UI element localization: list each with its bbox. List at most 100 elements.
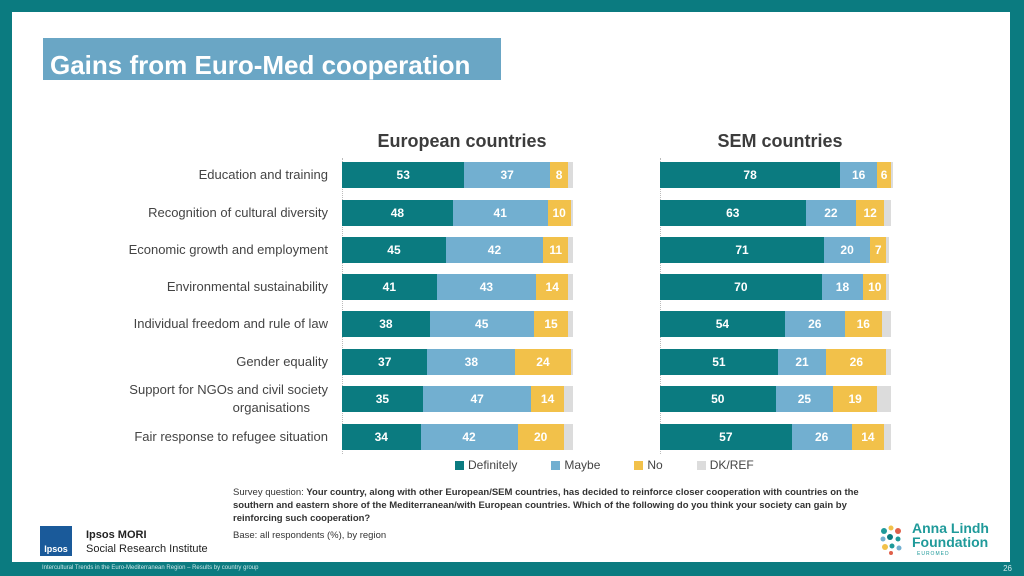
data-label: 43 bbox=[479, 280, 494, 294]
bar-segment-maybe: 25 bbox=[775, 386, 834, 412]
bar-segment-dkref bbox=[563, 424, 573, 450]
bar-segment-maybe: 37 bbox=[464, 162, 550, 188]
axis-line-sem bbox=[660, 158, 662, 454]
legend-label-maybe: Maybe bbox=[564, 458, 601, 472]
data-label: 6 bbox=[880, 168, 888, 182]
bar-segment-maybe: 47 bbox=[422, 386, 532, 412]
category-label-line: Environmental sustainability bbox=[166, 279, 328, 294]
data-label: 19 bbox=[848, 392, 862, 406]
sem-bar-row: 54 26 16 bbox=[660, 311, 891, 337]
data-label: 16 bbox=[851, 168, 866, 182]
bar-segment-dkref bbox=[570, 200, 573, 226]
bar-segment-dkref bbox=[884, 200, 891, 226]
bar-segment-no: 14 bbox=[536, 274, 569, 300]
data-label: 24 bbox=[536, 355, 550, 369]
ipsos-name: Ipsos MORI Social Research Institute bbox=[86, 528, 208, 556]
bar-segment-definitely: 35 bbox=[342, 386, 423, 412]
european-bar-row: 45 42 11 bbox=[342, 237, 573, 263]
bar-segment-definitely: 78 bbox=[660, 162, 841, 188]
data-label: 57 bbox=[719, 430, 733, 444]
european-bar-row: 35 47 14 bbox=[342, 386, 573, 412]
data-label: 10 bbox=[552, 206, 566, 220]
data-label: 34 bbox=[374, 430, 388, 444]
category-label-line: Support for NGOs and civil society bbox=[129, 382, 328, 397]
data-label: 15 bbox=[544, 317, 558, 331]
axis-line-european bbox=[342, 158, 344, 454]
data-label: 14 bbox=[861, 430, 875, 444]
sem-bar-row: 50 25 19 bbox=[660, 386, 891, 412]
category-label: Fair response to refugee situation bbox=[98, 428, 328, 446]
sem-bar-row: 51 21 26 bbox=[660, 349, 891, 375]
data-label: 42 bbox=[462, 430, 476, 444]
bar-segment-dkref bbox=[886, 274, 889, 300]
bar-segment-maybe: 42 bbox=[445, 237, 543, 263]
bar-segment-dkref bbox=[563, 386, 573, 412]
european-bar-row: 41 43 14 bbox=[342, 274, 573, 300]
bar-segment-dkref bbox=[881, 311, 891, 337]
data-label: 63 bbox=[726, 206, 740, 220]
bar-segment-no: 10 bbox=[863, 274, 887, 300]
data-label: 50 bbox=[711, 392, 725, 406]
data-label: 26 bbox=[808, 317, 822, 331]
legend-label-definitely: Definitely bbox=[468, 458, 518, 472]
bar-segment-no: 14 bbox=[851, 424, 885, 450]
ipsos-name-line2: Social Research Institute bbox=[86, 543, 208, 555]
survey-question: Survey question: Your country, along wit… bbox=[233, 486, 873, 525]
bar-segment-no: 10 bbox=[547, 200, 571, 226]
bar-segment-no: 16 bbox=[844, 311, 882, 337]
data-label: 48 bbox=[390, 206, 405, 220]
category-label: Gender equality bbox=[98, 353, 328, 371]
bar-segment-no: 14 bbox=[531, 386, 564, 412]
category-label-line: Fair response to refugee situation bbox=[134, 429, 328, 444]
bar-segment-maybe: 18 bbox=[821, 274, 864, 300]
data-label: 42 bbox=[487, 243, 502, 257]
bar-segment-dkref bbox=[890, 162, 894, 188]
data-label: 78 bbox=[743, 168, 757, 182]
bar-segment-dkref bbox=[570, 349, 573, 375]
bar-segment-definitely: 34 bbox=[342, 424, 421, 450]
page-title: Gains from Euro-Med cooperation bbox=[50, 50, 471, 80]
sem-bar-row: 78 16 6 bbox=[660, 162, 894, 188]
sem-bar-row: 70 18 10 bbox=[660, 274, 889, 300]
data-label: 41 bbox=[493, 206, 507, 220]
data-label: 41 bbox=[382, 280, 397, 294]
category-label: Environmental sustainability bbox=[98, 278, 328, 296]
bar-segment-dkref bbox=[568, 311, 573, 337]
category-label-line: organisations bbox=[232, 400, 310, 415]
data-label: 45 bbox=[387, 243, 401, 257]
alf-tagline: EUROMED bbox=[917, 551, 950, 557]
data-label: 51 bbox=[712, 355, 726, 369]
category-label-line: Gender equality bbox=[236, 354, 328, 369]
bar-segment-no: 20 bbox=[517, 424, 564, 450]
data-label: 10 bbox=[868, 280, 882, 294]
data-label: 71 bbox=[735, 243, 749, 257]
data-label: 21 bbox=[795, 355, 809, 369]
data-label: 26 bbox=[815, 430, 829, 444]
bar-segment-maybe: 42 bbox=[420, 424, 518, 450]
bar-segment-no: 6 bbox=[877, 162, 891, 188]
data-label: 26 bbox=[849, 355, 863, 369]
data-label: 12 bbox=[863, 206, 877, 220]
bar-segment-no: 24 bbox=[515, 349, 571, 375]
legend: Definitely Maybe No DK/REF bbox=[455, 458, 788, 472]
bar-segment-definitely: 48 bbox=[342, 200, 453, 226]
anna-lindh-name: Anna Lindh Foundation bbox=[912, 521, 989, 549]
data-label: 53 bbox=[396, 168, 410, 182]
data-label: 14 bbox=[545, 280, 559, 294]
data-label: 38 bbox=[464, 355, 479, 369]
bar-segment-maybe: 41 bbox=[452, 200, 548, 226]
bar-segment-maybe: 45 bbox=[429, 311, 534, 337]
bar-segment-definitely: 71 bbox=[660, 237, 824, 263]
footer-text: Intercultural Trends in the Euro-Mediter… bbox=[42, 565, 259, 571]
category-label-line: Economic growth and employment bbox=[128, 242, 328, 257]
title-bar bbox=[43, 38, 501, 80]
data-label: 38 bbox=[379, 317, 393, 331]
data-label: 70 bbox=[734, 280, 748, 294]
legend-swatch-maybe bbox=[551, 460, 561, 470]
survey-question-prefix: Survey question: bbox=[233, 487, 307, 498]
data-label: 37 bbox=[378, 355, 392, 369]
bar-segment-definitely: 57 bbox=[660, 424, 792, 450]
bar-segment-definitely: 37 bbox=[342, 349, 428, 375]
data-label: 54 bbox=[715, 317, 730, 331]
bar-segment-maybe: 22 bbox=[805, 200, 857, 226]
